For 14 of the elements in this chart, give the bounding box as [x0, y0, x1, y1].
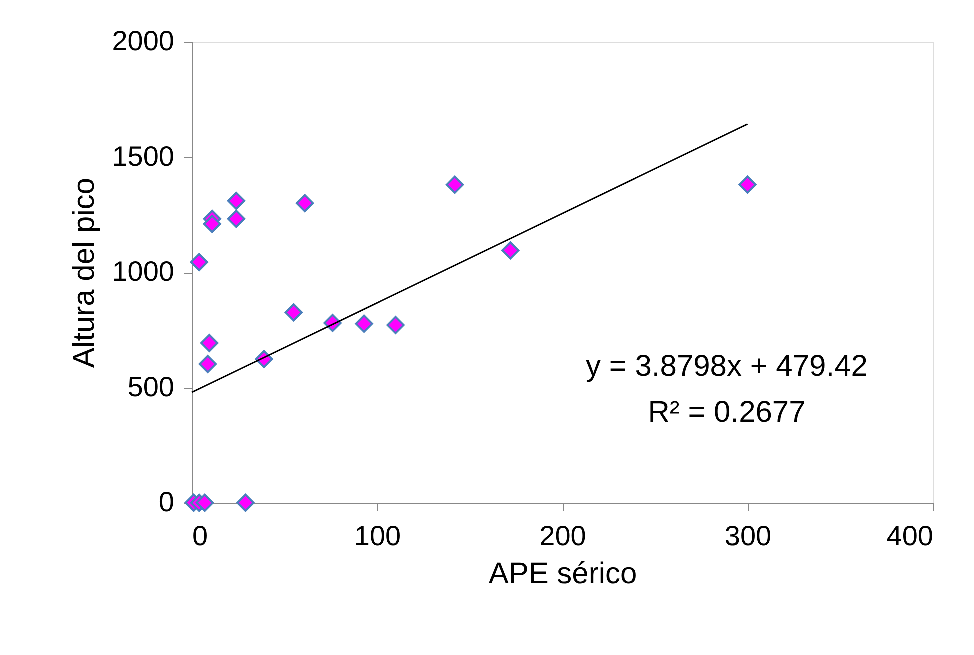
y-tick-label: 500: [128, 371, 174, 402]
y-tick-label: 1000: [112, 256, 174, 287]
x-tick-label: 300: [724, 520, 772, 552]
x-tick-label: 100: [354, 520, 402, 552]
annotation: y = 3.8798x + 479.42: [586, 350, 868, 383]
y-tick-label: 2000: [112, 26, 174, 56]
y-tick-label: 1500: [112, 140, 174, 172]
x-axis-title: APE sérico: [488, 558, 638, 590]
x-tick-label: 400: [886, 520, 934, 552]
y-tick-label: 0: [158, 486, 174, 518]
annotation: R² = 0.2677: [648, 396, 806, 429]
y-axis-title: Altura del pico: [68, 178, 102, 368]
x-tick-label: 200: [540, 520, 586, 552]
x-tick-label: 0: [192, 520, 208, 552]
